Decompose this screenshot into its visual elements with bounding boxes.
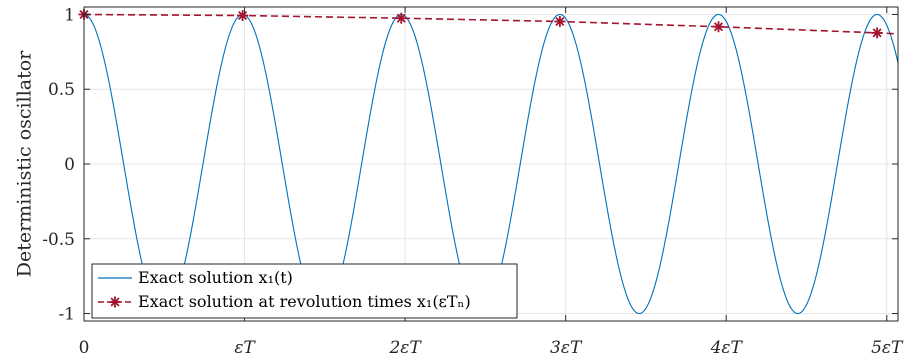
y-tick-label: -0.5 (42, 230, 75, 250)
legend-entry-revolution-times: Exact solution at revolution times x₁(εT… (138, 292, 471, 311)
revolution-time-marker (554, 16, 566, 28)
legend-marker-revolution-times (109, 296, 121, 308)
series-revolution-times-line (83, 13, 899, 35)
x-tick-label: 5εT (871, 338, 904, 356)
axis-ticks: 0 εT 2εT 3εT 4εT 5εT 1 0.5 0 -0.5 -1 (42, 5, 904, 356)
x-tick-label: 2εT (388, 338, 422, 356)
revolution-time-marker (395, 12, 407, 24)
legend: Exact solution x₁(t) Exact solution at re… (91, 263, 518, 319)
y-tick-label: 0.5 (48, 80, 75, 100)
legend-entry-exact-solution: Exact solution x₁(t) (138, 268, 293, 287)
revolution-time-marker (237, 10, 249, 22)
y-tick-label: 0 (64, 155, 75, 175)
revolution-time-marker (713, 21, 725, 33)
legend-box (91, 263, 518, 319)
y-tick-label: 1 (64, 5, 75, 25)
x-tick-label: εT (234, 338, 256, 356)
y-tick-label: -1 (58, 305, 75, 325)
x-tick-label: 4εT (710, 338, 744, 356)
x-tick-label: 0 (79, 338, 90, 356)
y-axis-label: Deterministic oscillator (14, 50, 36, 277)
revolution-time-marker (871, 27, 883, 39)
x-tick-label: 3εT (550, 338, 583, 356)
